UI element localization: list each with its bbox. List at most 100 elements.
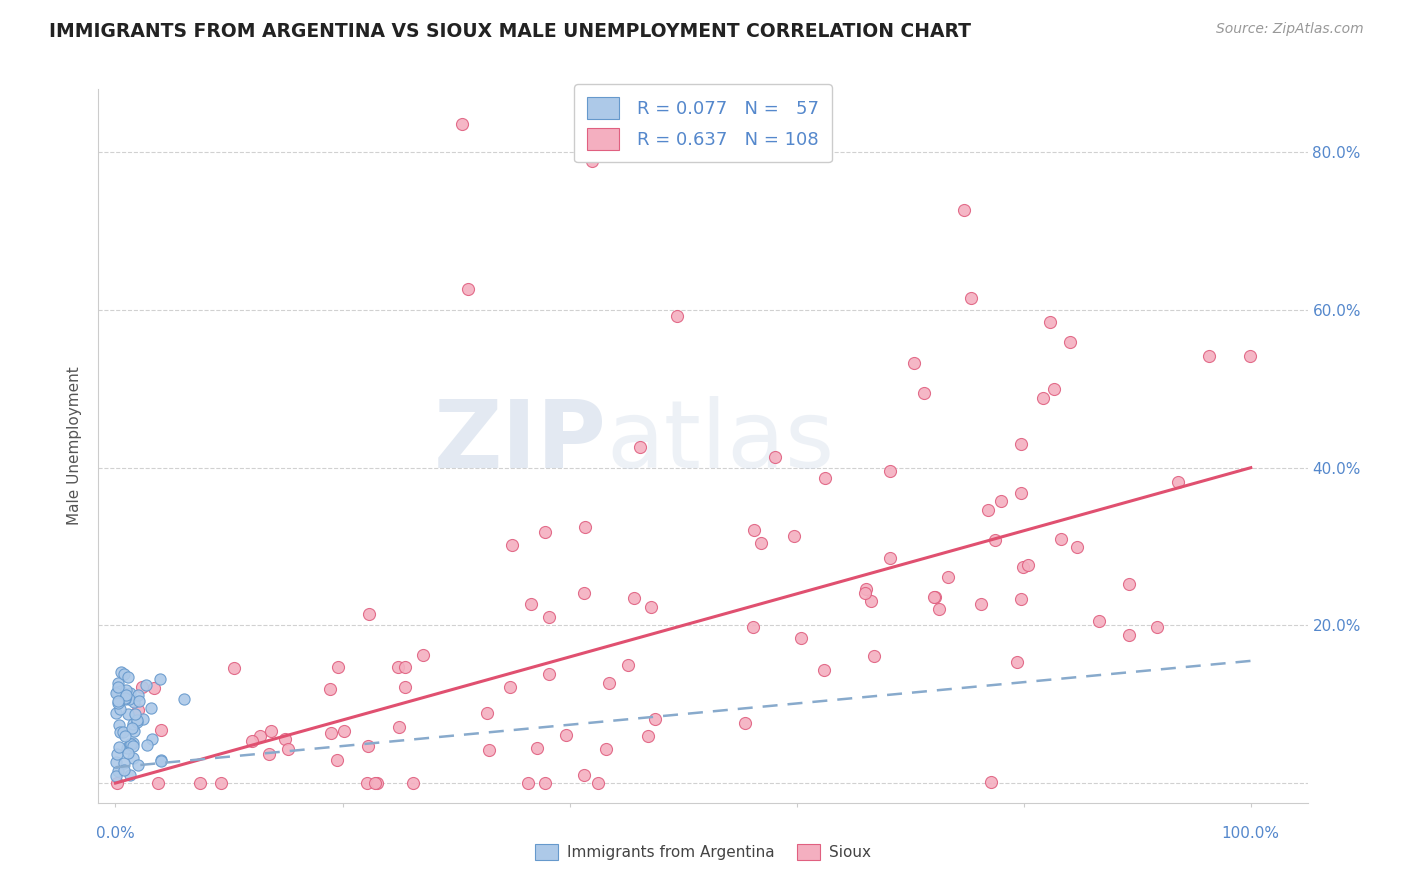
Point bbox=[478, 743, 501, 757]
Point bbox=[581, 154, 603, 169]
Point bbox=[1167, 475, 1189, 490]
Point bbox=[572, 768, 595, 782]
Point bbox=[209, 776, 232, 790]
Point bbox=[222, 661, 245, 675]
Point bbox=[114, 682, 136, 697]
Point bbox=[124, 695, 146, 709]
Point bbox=[388, 720, 411, 734]
Point bbox=[616, 658, 638, 673]
Point bbox=[1118, 576, 1140, 591]
Point bbox=[1010, 486, 1032, 500]
Point bbox=[879, 551, 901, 566]
Point bbox=[127, 688, 149, 702]
Point bbox=[742, 620, 765, 634]
Point bbox=[128, 694, 150, 708]
Point bbox=[132, 712, 155, 726]
Point bbox=[952, 203, 974, 218]
Point bbox=[990, 494, 1012, 508]
Point bbox=[257, 747, 280, 761]
Point bbox=[924, 590, 946, 604]
Point bbox=[526, 741, 548, 756]
Point bbox=[742, 523, 765, 537]
Point bbox=[112, 764, 135, 778]
Point bbox=[1049, 532, 1071, 546]
Legend: Immigrants from Argentina, Sioux: Immigrants from Argentina, Sioux bbox=[529, 838, 877, 866]
Point bbox=[924, 590, 946, 604]
Point bbox=[117, 706, 139, 721]
Point bbox=[146, 776, 169, 790]
Point bbox=[814, 471, 837, 485]
Point bbox=[1059, 335, 1081, 350]
Point bbox=[107, 764, 129, 778]
Point bbox=[107, 676, 129, 690]
Point bbox=[105, 685, 128, 699]
Point bbox=[537, 666, 560, 681]
Point bbox=[114, 690, 136, 705]
Point bbox=[110, 684, 132, 698]
Point bbox=[114, 691, 136, 706]
Point bbox=[879, 464, 901, 478]
Point bbox=[749, 536, 772, 550]
Point bbox=[928, 602, 950, 616]
Point bbox=[114, 729, 136, 743]
Point bbox=[598, 675, 620, 690]
Point bbox=[333, 723, 356, 738]
Point bbox=[1010, 592, 1032, 607]
Point bbox=[127, 703, 149, 717]
Point bbox=[112, 725, 135, 739]
Point bbox=[859, 594, 882, 608]
Point bbox=[1146, 620, 1168, 634]
Point bbox=[117, 670, 139, 684]
Point bbox=[734, 715, 756, 730]
Point bbox=[457, 283, 479, 297]
Point bbox=[136, 738, 159, 752]
Point bbox=[105, 755, 128, 769]
Point bbox=[108, 702, 131, 716]
Point bbox=[141, 701, 163, 715]
Point bbox=[1042, 382, 1064, 396]
Point bbox=[412, 648, 434, 662]
Point bbox=[118, 767, 141, 781]
Text: IMMIGRANTS FROM ARGENTINA VS SIOUX MALE UNEMPLOYMENT CORRELATION CHART: IMMIGRANTS FROM ARGENTINA VS SIOUX MALE … bbox=[49, 22, 972, 41]
Text: ZIP: ZIP bbox=[433, 396, 606, 489]
Point bbox=[114, 688, 136, 702]
Point bbox=[319, 682, 342, 697]
Point bbox=[107, 694, 129, 708]
Point bbox=[105, 686, 128, 700]
Point bbox=[640, 599, 662, 614]
Point bbox=[188, 776, 211, 790]
Point bbox=[319, 726, 342, 740]
Point bbox=[110, 725, 132, 739]
Point bbox=[666, 309, 689, 323]
Point bbox=[1198, 349, 1220, 363]
Point bbox=[451, 117, 474, 131]
Point bbox=[387, 659, 409, 673]
Point bbox=[1239, 349, 1261, 363]
Point bbox=[105, 706, 128, 721]
Point bbox=[903, 356, 925, 370]
Point bbox=[122, 724, 145, 739]
Point bbox=[402, 776, 425, 790]
Point bbox=[813, 663, 835, 677]
Point bbox=[240, 734, 263, 748]
Point bbox=[125, 714, 148, 729]
Point bbox=[356, 776, 378, 790]
Point bbox=[1017, 558, 1039, 573]
Text: 100.0%: 100.0% bbox=[1222, 827, 1279, 841]
Point bbox=[501, 538, 523, 552]
Point bbox=[326, 660, 349, 674]
Point bbox=[1066, 541, 1088, 555]
Point bbox=[127, 713, 149, 727]
Point bbox=[554, 728, 576, 742]
Point bbox=[173, 692, 195, 706]
Point bbox=[637, 729, 659, 743]
Point bbox=[143, 681, 166, 695]
Point bbox=[359, 607, 381, 621]
Point bbox=[107, 696, 129, 710]
Point bbox=[984, 533, 1007, 548]
Point bbox=[763, 450, 786, 464]
Point bbox=[117, 747, 139, 761]
Point bbox=[520, 597, 543, 611]
Point bbox=[110, 665, 132, 680]
Point bbox=[855, 582, 877, 597]
